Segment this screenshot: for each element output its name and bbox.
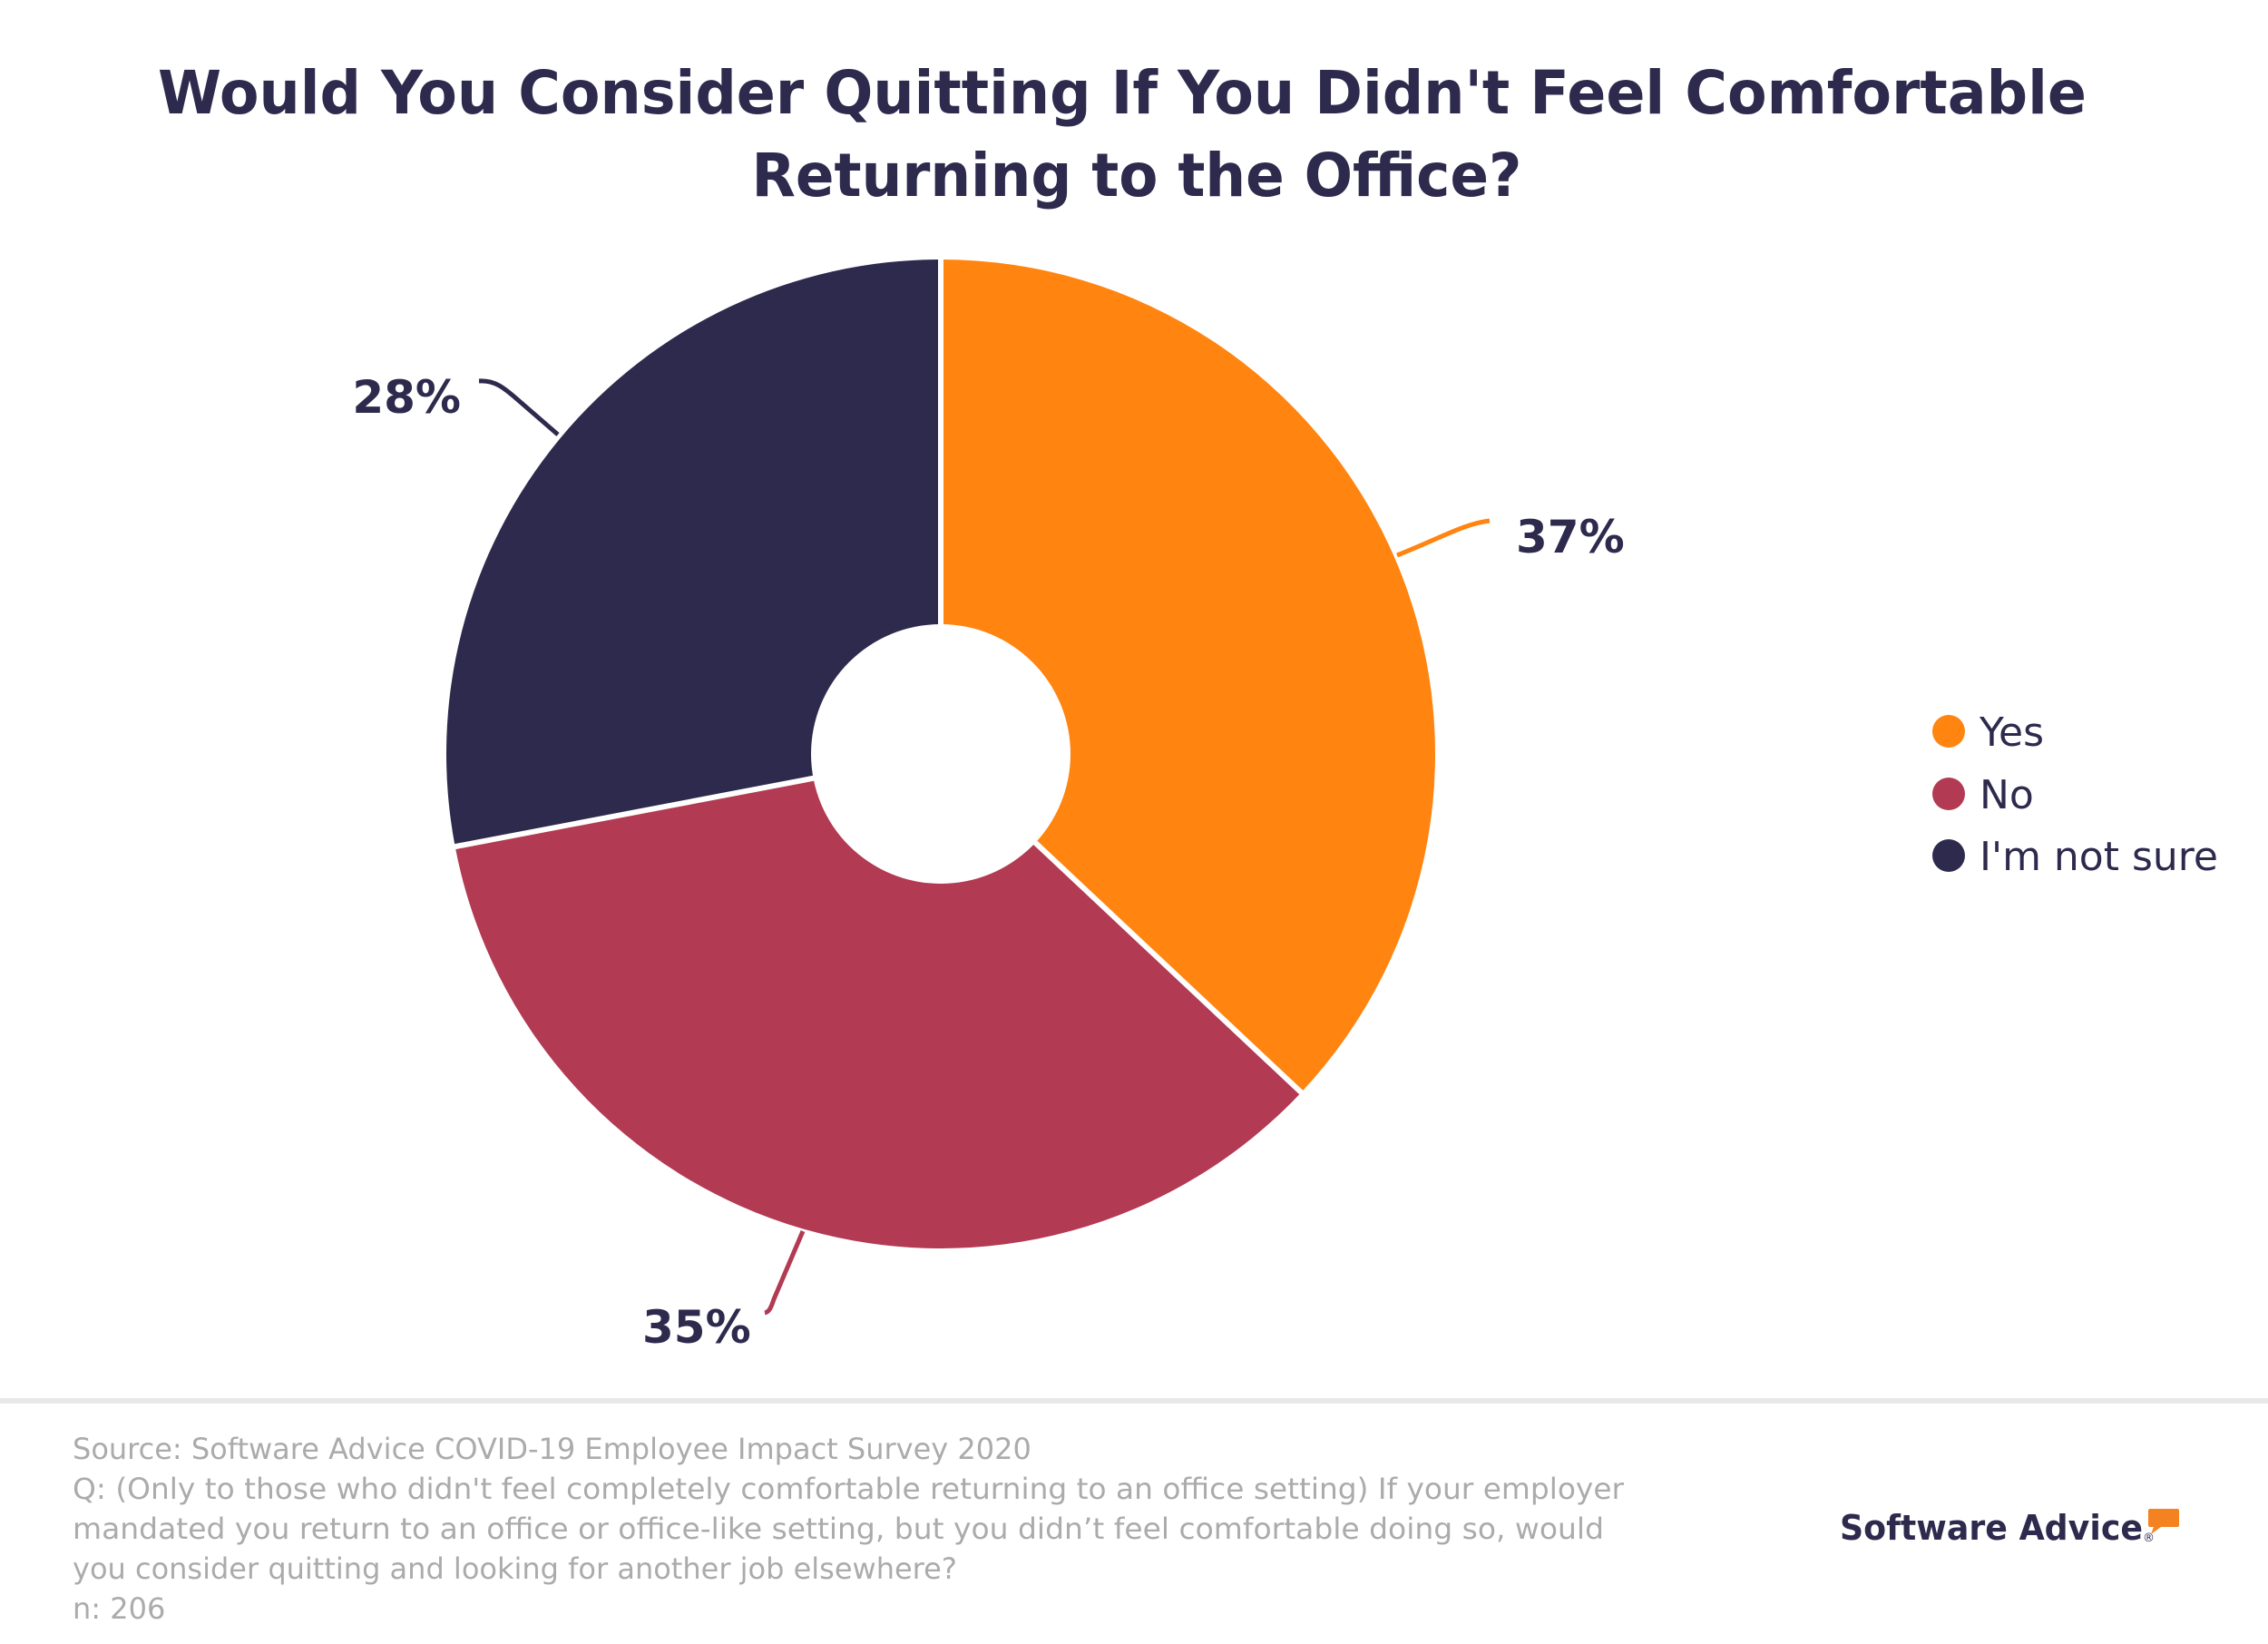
software-advice-logo: Software Advice ®: [1840, 1508, 2179, 1548]
footer-question-line-2: mandated you return to an office or offi…: [73, 1512, 1604, 1546]
footer-divider: [0, 1398, 2268, 1404]
chart-title-line-2: Returning to the Office?: [752, 141, 1522, 210]
leader-line-i-m-not-sure: [478, 378, 560, 436]
speech-bubble-icon: [2148, 1509, 2179, 1534]
footer-question-line-1: Q: (Only to those who didn't feel comple…: [73, 1472, 1625, 1506]
legend-label-no: No: [1980, 772, 2034, 818]
donut-hole: [811, 624, 1070, 884]
data-label-no: 35%: [642, 1301, 751, 1354]
footer-sample-size: n: 206: [73, 1591, 165, 1626]
legend-item-no: No: [1932, 772, 2034, 818]
slice-i-m-not-sure: [446, 259, 941, 847]
legend-item-not-sure: I'm not sure: [1932, 834, 2218, 880]
logo-text: Software Advice: [1840, 1508, 2143, 1548]
legend-swatch-yes: [1932, 715, 1965, 748]
footer-source: Source: Software Advice COVID-19 Employe…: [73, 1432, 1031, 1466]
legend-label-yes: Yes: [1979, 709, 2044, 756]
chart-title: Would You Consider Quitting If You Didn'…: [158, 58, 2087, 210]
footer-notes: Source: Software Advice COVID-19 Employe…: [73, 1432, 1625, 1626]
data-label-yes: 37%: [1516, 511, 1625, 563]
footer-question-line-3: you consider quitting and looking for an…: [73, 1551, 957, 1586]
legend-label-not-sure: I'm not sure: [1980, 834, 2218, 880]
data-label-i-m-not-sure: 28%: [352, 371, 461, 424]
chart-title-line-1: Would You Consider Quitting If You Didn'…: [158, 58, 2087, 128]
data-labels-group: 37% 35% 28%: [352, 371, 1624, 1354]
legend-item-yes: Yes: [1932, 709, 2044, 756]
legend: Yes No I'm not sure: [1932, 709, 2218, 880]
leader-line-no: [764, 1230, 806, 1316]
legend-swatch-not-sure: [1932, 839, 1965, 872]
slice-no: [455, 754, 1302, 1248]
leader-line-yes: [1396, 518, 1491, 558]
slice-yes: [941, 259, 1435, 1093]
logo-registered-mark: ®: [2143, 1531, 2155, 1545]
legend-swatch-no: [1932, 778, 1965, 810]
slices-group: [446, 258, 1435, 1248]
